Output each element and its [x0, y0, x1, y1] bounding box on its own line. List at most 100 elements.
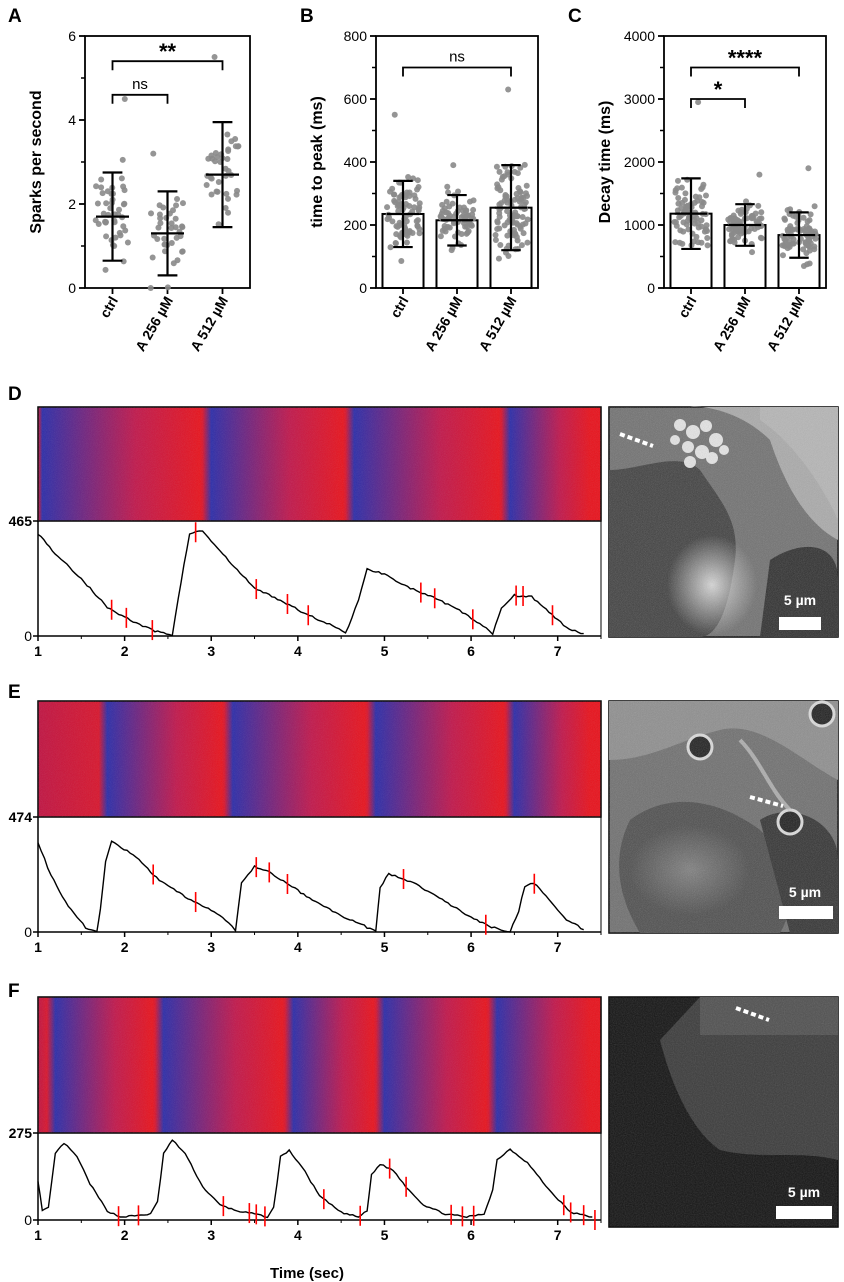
- data-point: [120, 183, 127, 190]
- data-point: [504, 199, 511, 206]
- data-point: [792, 213, 799, 220]
- data-point: [391, 197, 398, 204]
- data-point: [731, 239, 738, 246]
- data-point: [174, 195, 181, 202]
- significance-label: ****: [728, 46, 763, 71]
- x-tick-label: 7: [554, 939, 562, 955]
- data-point: [223, 190, 230, 197]
- data-point: [698, 239, 705, 246]
- y-tick-label: 474: [9, 809, 33, 825]
- data-point: [733, 216, 740, 223]
- y-axis-label: Decay time (ms): [597, 101, 614, 224]
- x-tick-label: A 512 µM: [764, 294, 808, 354]
- data-point: [517, 225, 524, 232]
- significance-bracket: [690, 66, 800, 77]
- data-point: [443, 198, 450, 205]
- x-tick-label: 6: [467, 939, 475, 955]
- y-tick-label: 465: [9, 513, 33, 529]
- data-point: [406, 202, 413, 209]
- data-point: [522, 220, 529, 227]
- data-point: [806, 260, 813, 267]
- significance-bracket: [111, 60, 224, 71]
- x-tick-label: 1: [34, 1227, 42, 1243]
- data-point: [179, 248, 186, 255]
- significance-label: ns: [449, 49, 465, 66]
- data-point: [203, 181, 210, 188]
- data-point: [102, 266, 109, 273]
- data-point: [228, 138, 235, 145]
- x-tick-label: 2: [121, 643, 129, 659]
- kymograph-noise: [38, 701, 601, 817]
- micrograph-f: 5 µm: [608, 996, 839, 1228]
- data-point: [726, 226, 733, 233]
- data-point: [438, 210, 445, 217]
- data-point: [116, 206, 123, 213]
- data-point: [234, 143, 241, 150]
- data-point: [466, 198, 473, 205]
- data-point: [119, 156, 126, 163]
- y-tick-label: 6: [68, 28, 76, 44]
- data-point: [672, 189, 679, 196]
- x-tick-label: 1: [34, 643, 42, 659]
- x-tick-label: 4: [294, 643, 302, 659]
- kymograph-noise: [38, 407, 601, 521]
- data-point: [756, 171, 763, 178]
- data-point: [442, 228, 449, 235]
- panel-label-e: E: [8, 682, 21, 703]
- data-point: [225, 209, 232, 216]
- data-point: [743, 198, 750, 205]
- data-point: [98, 184, 105, 191]
- line-scan-marker: [619, 432, 654, 448]
- data-point: [702, 226, 709, 233]
- data-point: [205, 155, 212, 162]
- x-tick-label: A 512 µM: [187, 294, 231, 354]
- data-point: [224, 155, 231, 162]
- data-point: [462, 223, 469, 230]
- data-point: [468, 222, 475, 229]
- data-point: [455, 188, 462, 195]
- y-tick-label: 1000: [624, 217, 655, 233]
- x-tick-label: ctrl: [387, 294, 412, 321]
- data-point: [116, 229, 123, 236]
- x-tick-label: 1: [34, 939, 42, 955]
- scale-bar-label: 5 µm: [789, 884, 821, 900]
- data-point: [207, 174, 214, 181]
- data-point: [786, 243, 793, 250]
- data-point: [437, 233, 444, 240]
- data-point: [445, 189, 452, 196]
- data-point: [177, 233, 184, 240]
- y-tick-label: 4: [68, 112, 76, 128]
- data-point: [676, 239, 683, 246]
- data-point: [790, 240, 797, 247]
- data-point: [685, 226, 692, 233]
- y-tick-label: 400: [344, 154, 368, 170]
- data-point: [161, 241, 168, 248]
- data-point: [445, 210, 452, 217]
- data-point: [800, 214, 807, 221]
- x-tick-label: A 512 µM: [476, 294, 520, 354]
- data-point: [492, 237, 499, 244]
- data-point: [397, 233, 404, 240]
- data-point: [394, 223, 401, 230]
- data-point: [179, 223, 186, 230]
- y-tick-label: 600: [344, 91, 368, 107]
- data-point: [805, 226, 812, 233]
- line-scan-marker: [735, 1006, 770, 1022]
- y-tick-label: 800: [344, 28, 368, 44]
- x-tick-label: 6: [467, 643, 475, 659]
- data-point: [672, 239, 679, 246]
- line-scan-marker: [749, 795, 784, 808]
- data-point: [225, 195, 232, 202]
- panel-label-a: A: [8, 6, 22, 27]
- x-tick-label: ctrl: [96, 294, 121, 321]
- data-point: [411, 192, 418, 199]
- data-point: [495, 255, 502, 262]
- data-point: [121, 96, 128, 102]
- data-point: [692, 193, 699, 200]
- data-point: [92, 217, 99, 224]
- data-point: [496, 168, 503, 175]
- data-point: [415, 183, 422, 190]
- data-point: [691, 199, 698, 206]
- scale-bar: [776, 1206, 832, 1219]
- data-point: [675, 194, 682, 201]
